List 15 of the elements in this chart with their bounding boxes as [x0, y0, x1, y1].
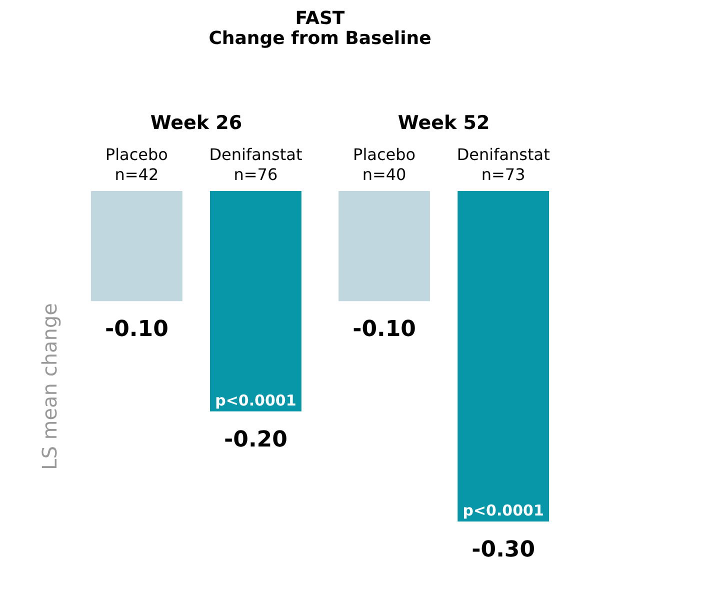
x-tick-label: Placebo n=42	[105, 145, 168, 184]
x-tick-label: Placebo n=40	[353, 145, 416, 184]
annotation: p<0.0001	[215, 391, 296, 410]
data-label: -0.10	[352, 317, 416, 342]
text: FAST	[295, 8, 345, 29]
x-tick-label: Denifanstat n=76	[209, 145, 302, 184]
annotation: p<0.0001	[462, 502, 544, 520]
text: Week 26	[150, 112, 242, 134]
y-axis-title: LS mean change	[38, 303, 62, 470]
data-label: -0.10	[104, 317, 168, 342]
data-label: -0.30	[472, 538, 536, 563]
text: Week 52	[398, 112, 490, 134]
x-tick-label: Denifanstat n=73	[456, 145, 550, 184]
data-label: -0.20	[224, 427, 288, 452]
text: Change from Baseline	[208, 28, 432, 49]
